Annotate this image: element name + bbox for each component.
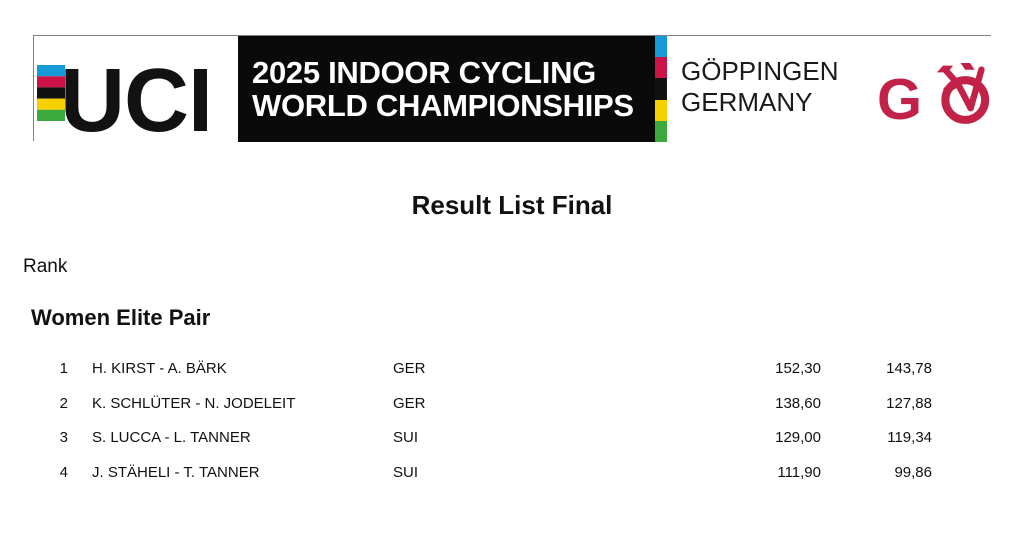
svg-text:G: G — [877, 68, 922, 132]
